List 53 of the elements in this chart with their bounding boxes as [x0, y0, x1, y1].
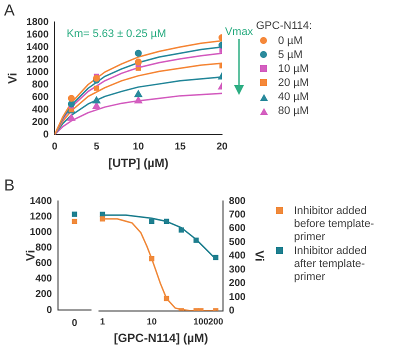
y-tick-label: 200	[35, 289, 52, 300]
text: A	[4, 2, 15, 20]
y2-axis-title: Vi	[252, 250, 266, 262]
x-tick-label: 20	[216, 141, 228, 152]
y-tick-label: 1200	[30, 211, 52, 222]
y2-tick-label: 600	[228, 223, 246, 234]
x-tick-label: 0	[72, 318, 78, 329]
x-tick-label: 5	[94, 141, 100, 152]
y-tick-label: 1400	[26, 42, 50, 53]
y-tick-label: 0	[46, 304, 52, 316]
annotation: Km= 5.63 ± 0.25 µM	[66, 28, 166, 40]
y-tick-label: 400	[35, 274, 52, 285]
y-tick-label: 600	[32, 92, 50, 103]
y-tick-label: 800	[32, 79, 50, 90]
y2-tick-label: 700	[228, 209, 246, 220]
x-tick-label: 10	[146, 316, 157, 327]
legend-label: Inhibitor added before template-primer	[294, 205, 376, 244]
y-tick-label: 1200	[26, 54, 50, 66]
y-tick-label: 600	[35, 258, 52, 270]
x-tick-label: 15	[174, 141, 186, 152]
y-tick-label: 800	[35, 242, 52, 254]
y-axis-title: Vi	[6, 72, 20, 84]
y-tick-label: 1400	[30, 196, 52, 207]
y2-tick-label: 800	[228, 196, 246, 207]
y2-tick-label: 500	[228, 236, 246, 248]
legend-label: 0 µM	[278, 35, 303, 48]
legend-label: 80 µM	[278, 105, 309, 118]
x-tick-label: 100	[193, 316, 208, 327]
y-tick-label: 200	[32, 116, 50, 128]
text: B	[4, 177, 15, 194]
y2-tick-label: 100	[228, 292, 246, 303]
legend-label: 40 µM	[278, 91, 309, 104]
y-tick-label: 400	[32, 104, 50, 116]
legend-label: Inhibitor added after template-primer	[294, 245, 368, 284]
x-axis-title: [GPC-N114] (µM)	[114, 331, 208, 346]
legend-title: GPC-N114:	[256, 20, 314, 33]
legend-label: 5 µM	[278, 49, 303, 62]
y2-tick-label: 400	[228, 250, 246, 262]
legend-label: 20 µM	[278, 77, 309, 90]
y-tick-label: 1600	[26, 29, 50, 40]
x-tick-label: 200	[208, 316, 224, 327]
legend-label: 10 µM	[278, 63, 309, 76]
y2-tick-label: 300	[228, 264, 246, 276]
y-tick-label: 1000	[26, 66, 50, 78]
x-tick-label: 10	[132, 141, 144, 152]
y-tick-label: 1800	[26, 16, 50, 28]
x-tick-label: 1	[100, 316, 105, 327]
y-tick-label: 1000	[30, 226, 52, 238]
y-tick-label: 0	[43, 129, 50, 140]
x-axis-title: [UTP] (µM)	[108, 156, 168, 170]
y2-tick-label: 200	[228, 278, 246, 290]
text: Vmax	[224, 26, 254, 38]
y2-tick-label: 0	[228, 306, 235, 317]
